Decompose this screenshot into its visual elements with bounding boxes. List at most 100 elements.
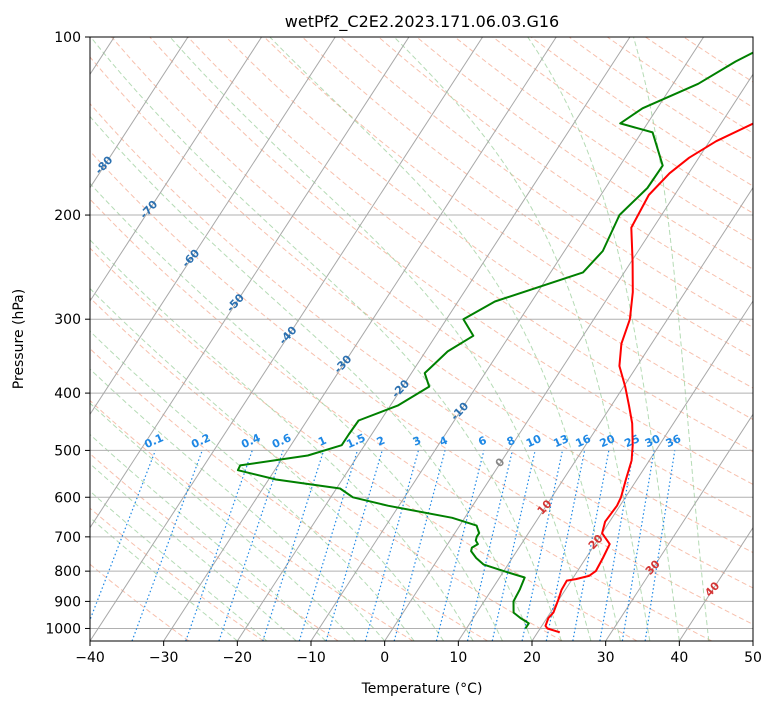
- y-tick-label: 900: [54, 594, 81, 610]
- dry-adiabat: [90, 507, 264, 641]
- temperature-line: [544, 122, 753, 634]
- mixing-ratio-line: [185, 450, 253, 641]
- isotherm-label: -90: [43, 117, 66, 141]
- moist-adiabat: [633, 37, 710, 641]
- y-tick-label: 500: [54, 443, 81, 459]
- dry-adiabat: [90, 348, 488, 641]
- x-tick-label: −40: [75, 650, 105, 666]
- dry-adiabat: [90, 150, 753, 625]
- moist-adiabat: [90, 239, 474, 641]
- isotherm-label: -100: [0, 69, 24, 98]
- y-tick-label: 600: [54, 490, 81, 506]
- mixing-ratio-line: [521, 450, 564, 641]
- mixing-ratio-label: 36: [664, 432, 684, 450]
- x-tick-label: −20: [223, 650, 253, 666]
- mixing-ratio-line: [621, 450, 655, 641]
- x-tick-label: 40: [670, 650, 688, 666]
- mixing-ratio-line: [393, 450, 446, 641]
- mixing-ratio-line: [599, 450, 635, 641]
- isotherm: [752, 640, 753, 641]
- isotherm: [90, 37, 336, 416]
- plot-background: [90, 37, 753, 641]
- mixing-ratio-line: [644, 450, 676, 641]
- x-axis-title: Temperature (°C): [361, 681, 483, 697]
- dry-adiabat: [90, 453, 339, 641]
- mixing-ratio-line: [364, 450, 419, 641]
- x-tick-label: −30: [149, 650, 179, 666]
- moist-adiabat: [90, 368, 386, 641]
- dry-adiabat: [301, 37, 753, 358]
- isotherm: [531, 300, 753, 641]
- dry-adiabat: [149, 37, 753, 485]
- dewpoint-line: [236, 51, 753, 630]
- isotherm: [310, 37, 705, 641]
- isotherm: [678, 526, 753, 641]
- dry-adiabat: [90, 56, 753, 554]
- y-tick-label: 400: [54, 386, 81, 402]
- mixing-ratio-line: [466, 450, 514, 641]
- x-tick-label: 20: [523, 650, 541, 666]
- isotherm: [384, 73, 753, 641]
- mixing-ratio-line: [491, 450, 536, 641]
- isotherm: [605, 413, 753, 641]
- sounding-profiles: [236, 51, 753, 634]
- moist-adiabat: [90, 490, 268, 641]
- dry-adiabat: [90, 198, 712, 641]
- moist-adiabat: [90, 115, 533, 641]
- moist-adiabat: [90, 516, 238, 641]
- mixing-ratio-line: [262, 450, 325, 641]
- moist-adiabat: [393, 37, 651, 641]
- mixing-ratio-label: 20: [598, 432, 618, 450]
- isotherm: [457, 186, 753, 641]
- y-tick-label: 1000: [45, 621, 81, 637]
- mixing-ratio-line: [545, 450, 586, 641]
- isotherm: [90, 37, 263, 302]
- isotherm: [90, 37, 410, 529]
- moist-adiabat: [90, 402, 356, 641]
- mixing-ratio-line: [572, 450, 610, 641]
- mixing-ratio-label: 30: [643, 432, 663, 450]
- isotherm: [163, 37, 557, 641]
- x-tick-label: 30: [597, 650, 615, 666]
- moist-adiabat: [169, 37, 592, 641]
- x-tick-label: −10: [296, 650, 326, 666]
- isotherm: [90, 37, 189, 189]
- y-tick-label: 800: [54, 564, 81, 580]
- x-tick-label: 10: [449, 650, 467, 666]
- moist-adiabat: [90, 433, 327, 641]
- mixing-ratio-line: [131, 450, 203, 641]
- isotherm: [90, 37, 484, 641]
- y-tick-label: 100: [54, 30, 81, 46]
- mixing-ratio-label: 16: [574, 432, 594, 450]
- mixing-ratio-line: [298, 450, 359, 641]
- moist-adiabat: [90, 287, 445, 641]
- dry-adiabat: [90, 297, 563, 641]
- plot-frame: [89, 36, 754, 642]
- mixing-ratio-label: 10: [524, 432, 544, 450]
- x-axis: −40 −30 −20 −10 0 10 20 30 40 50: [75, 641, 762, 666]
- y-axis: 100 200 300 400 500 600 700 800 900 1000: [45, 30, 90, 637]
- moist-adiabat: [90, 330, 415, 641]
- dry-adiabat: [378, 37, 753, 299]
- moist-adiabat: [527, 37, 680, 641]
- x-tick-label: 0: [380, 650, 389, 666]
- moist-adiabat: [90, 37, 562, 641]
- mixing-ratio-label: 13: [551, 432, 570, 450]
- mixing-ratio-line: [325, 450, 383, 641]
- y-tick-label: 300: [54, 312, 81, 328]
- dry-adiabat: [90, 247, 638, 641]
- background-lines: [90, 37, 753, 641]
- x-tick-label: 50: [744, 650, 762, 666]
- y-tick-label: 200: [54, 208, 81, 224]
- moist-adiabat: [90, 182, 503, 641]
- mixing-ratio-line: [218, 450, 284, 641]
- dry-adiabat: [187, 37, 753, 453]
- isotherm: [236, 37, 631, 641]
- y-axis-title: Pressure (hPa): [11, 289, 27, 389]
- mixing-ratio-line: [435, 450, 485, 641]
- chart-title: wetPf2_C2E2.2023.171.06.03.G16: [285, 12, 559, 32]
- dry-adiabat: [90, 102, 753, 589]
- dry-adiabat: [340, 37, 753, 328]
- y-tick-label: 700: [54, 530, 81, 546]
